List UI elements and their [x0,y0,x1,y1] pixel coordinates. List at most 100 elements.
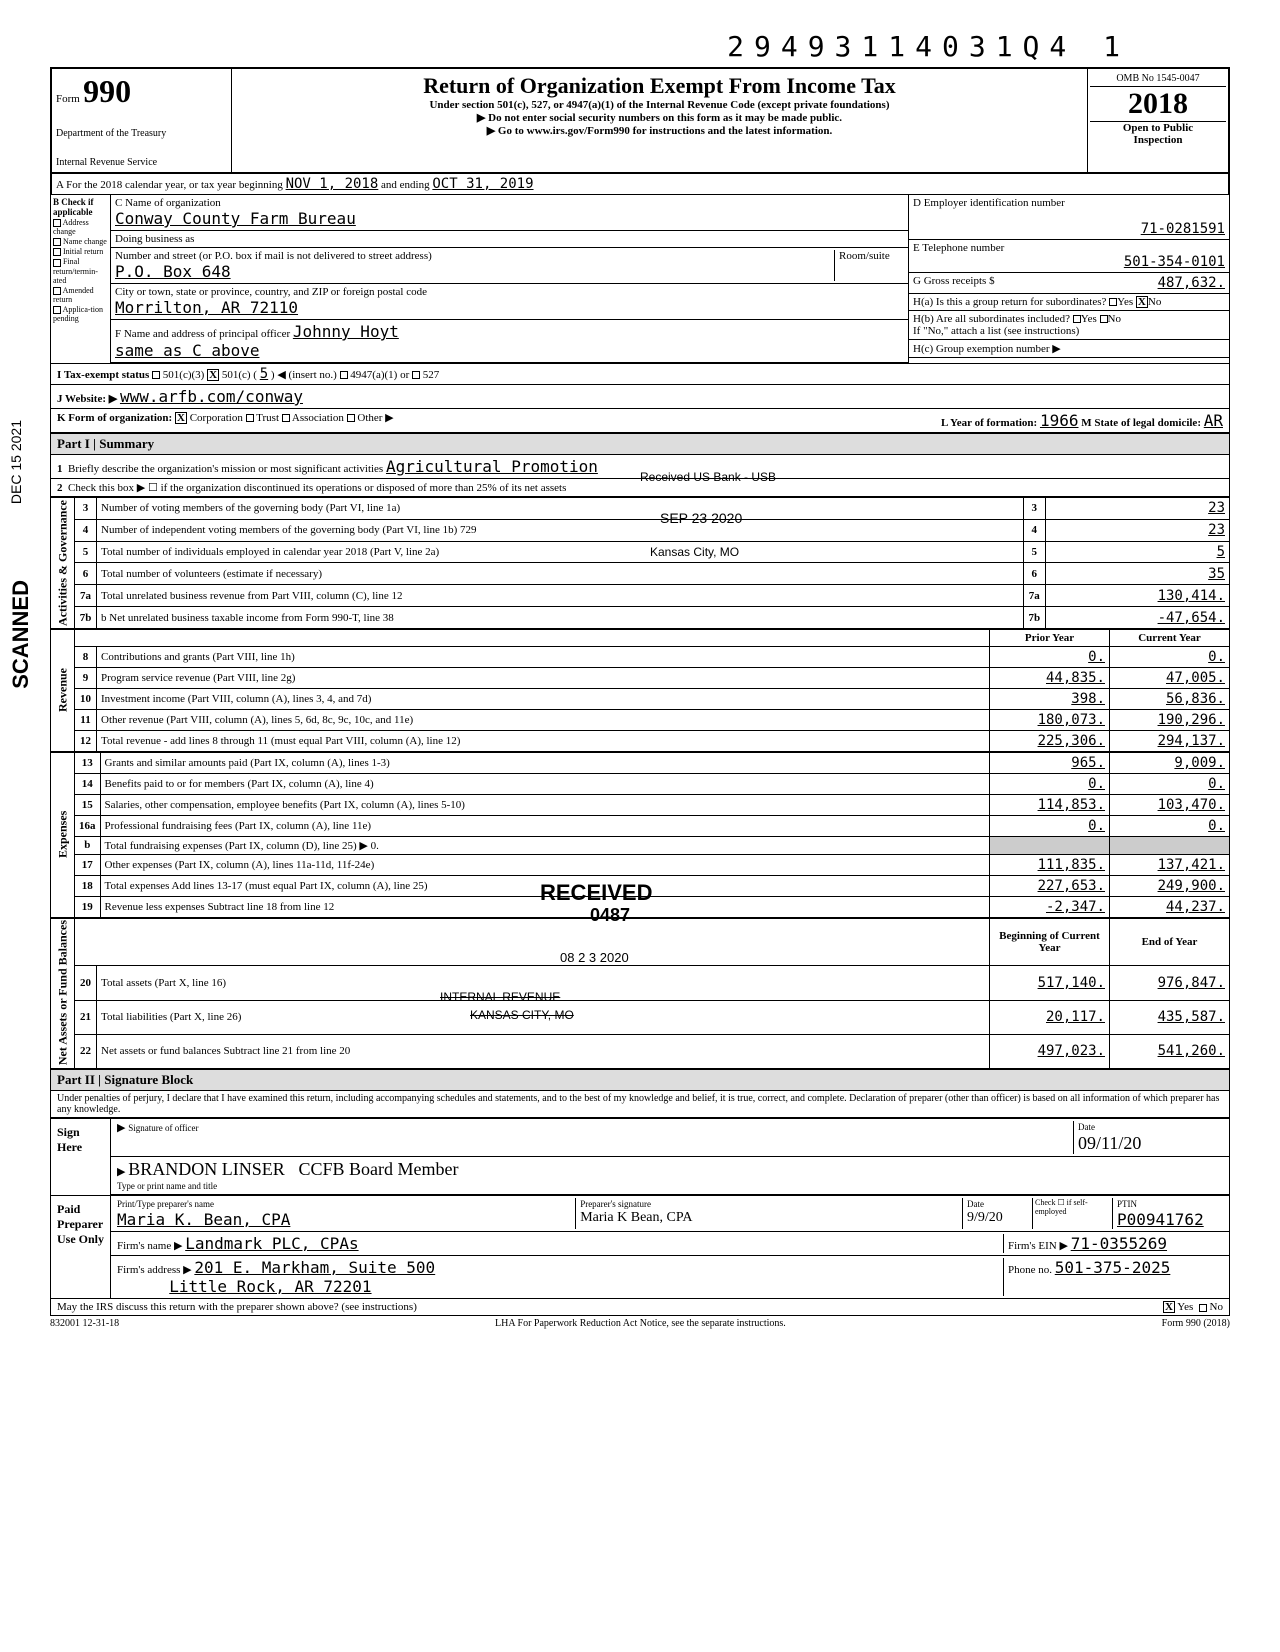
501c-number: 5 [260,366,268,382]
received-stamp-1: Received US Bank - USB [640,470,776,484]
box-4947[interactable] [340,371,348,379]
exp-curr-18: 249,900. [1110,875,1230,896]
box-527[interactable] [412,371,420,379]
row-val-7b: -47,654. [1045,607,1229,629]
paid-preparer-label: Paid Preparer Use Only [51,1196,111,1298]
discuss-row: May the IRS discuss this return with the… [50,1299,1230,1316]
row-n-6: 6 [75,563,97,585]
firm-addr-label: Firm's address ▶ [117,1264,192,1276]
mission-value: Agricultural Promotion [386,457,598,476]
period-end: OCT 31, 2019 [432,176,533,192]
check-amended: Amended return [53,286,108,304]
city-value: Morrilton, AR 72110 [115,298,298,317]
box-corp[interactable]: X [175,412,187,424]
discuss-yes-box[interactable]: X [1163,1301,1175,1313]
hb-yes-box[interactable] [1073,315,1081,323]
rev-curr-11: 190,296. [1110,709,1230,730]
net-prior-22: 497,023. [990,1034,1110,1068]
net-n-21: 21 [75,1000,97,1034]
dba-label: Doing business as [115,233,194,245]
date-stamp-side: DEC 15 2021 [8,420,24,504]
m-label: M State of legal domicile: [1081,417,1201,429]
perjury-statement: Under penalties of perjury, I declare th… [50,1091,1230,1118]
prep-sig: Maria K Bean, CPA [580,1210,692,1225]
g-label: G Gross receipts $ [913,275,995,291]
rev-label-10: Investment income (Part VIII, column (A)… [97,688,990,709]
discuss-no-box[interactable] [1199,1304,1207,1312]
firm-name: Landmark PLC, CPAs [185,1234,358,1253]
yes-label-2: Yes [1081,313,1097,325]
net-assets-table: Net Assets or Fund Balances Beginning of… [50,918,1230,1069]
rev-curr-8: 0. [1110,646,1230,667]
revenue-table: Revenue Prior Year Current Year 8Contrib… [50,629,1230,752]
entity-section: B Check if applicable Address change Nam… [50,195,1230,364]
exp-label-14: Benefits paid to or for members (Part IX… [100,773,990,794]
rev-prior-11: 180,073. [990,709,1110,730]
type-label: Type or print name and title [117,1181,217,1191]
rev-prior-9: 44,835. [990,667,1110,688]
rev-n-12: 12 [75,730,97,751]
omb-number: OMB No 1545-0047 [1090,71,1226,87]
received-stamp-2: SEP 23 2020 [660,510,742,526]
gross-value: 487,632. [1158,275,1225,291]
tax-year: 2018 [1090,87,1226,122]
box-501c[interactable]: X [207,369,219,381]
row-n-4: 4 [75,519,97,541]
row-n-7a: 7a [75,585,97,607]
paid-preparer-section: Paid Preparer Use Only Print/Type prepar… [50,1196,1230,1299]
exp-curr-17: 137,421. [1110,854,1230,875]
label-501c3: 501(c)(3) [163,369,205,381]
hc-label: H(c) Group exemption number ▶ [913,343,1061,355]
row-n-3: 3 [75,498,97,520]
ha-yes-box[interactable] [1109,298,1117,306]
firm-addr2: Little Rock, AR 72201 [169,1277,371,1296]
exp-curr-14: 0. [1110,773,1230,794]
firm-phone-label: Phone no. [1008,1264,1052,1276]
period-label-mid: and ending [381,179,430,191]
discuss-yes: Yes [1177,1301,1193,1313]
hb-label: H(b) Are all subordinates included? [913,313,1070,325]
row-val-7a: 130,414. [1045,585,1229,607]
hb-no-box[interactable] [1100,315,1108,323]
opt-trust: Trust [256,412,279,424]
domicile-state: AR [1204,411,1223,430]
firm-ein: 71-0355269 [1071,1234,1167,1253]
discuss-no: No [1210,1301,1223,1313]
sign-here-label: Sign Here [51,1119,111,1195]
rev-prior-12: 225,306. [990,730,1110,751]
box-assoc[interactable] [282,414,290,422]
dept-treasury: Department of the Treasury [56,128,227,139]
j-label: J Website: ▶ [57,393,117,405]
rev-n-9: 9 [75,667,97,688]
side-governance: Activities & Governance [51,498,75,629]
box-501c3[interactable] [152,371,160,379]
firm-addr1: 201 E. Markham, Suite 500 [194,1258,435,1277]
printed-name: BRANDON LINSER [128,1159,285,1179]
row-label-7b: b Net unrelated business taxable income … [97,607,1024,629]
i-label: I Tax-exempt status [57,369,149,381]
open-public: Open to Public [1090,122,1226,134]
ha-no-box[interactable]: X [1136,296,1148,308]
box-trust[interactable] [246,414,254,422]
scanned-stamp: SCANNED [8,580,34,689]
kc-stamp: KANSAS CITY, MO [470,1008,574,1022]
exp-n-16a: 16a [75,815,101,836]
col-prior: Prior Year [990,629,1110,646]
exp-prior-16b [990,836,1110,854]
city-label: City or town, state or province, country… [115,286,427,298]
no-label: No [1148,296,1161,308]
side-revenue: Revenue [51,629,75,751]
box-other[interactable] [347,414,355,422]
col-end: End of Year [1110,918,1230,965]
row-val-6: 35 [1045,563,1229,585]
row-box-7b: 7b [1023,607,1045,629]
exp-curr-15: 103,470. [1110,794,1230,815]
sign-here-section: Sign Here ▶ Signature of officer Date 09… [50,1118,1230,1196]
rev-prior-10: 398. [990,688,1110,709]
prep-date-label: Date [967,1199,984,1209]
footer-code: 832001 12-31-18 [50,1318,119,1329]
row-val-3: 23 [1045,498,1229,520]
rev-n-10: 10 [75,688,97,709]
rev-n-8: 8 [75,646,97,667]
top-tracking-number: 29493114031Q4 1 [50,30,1230,63]
